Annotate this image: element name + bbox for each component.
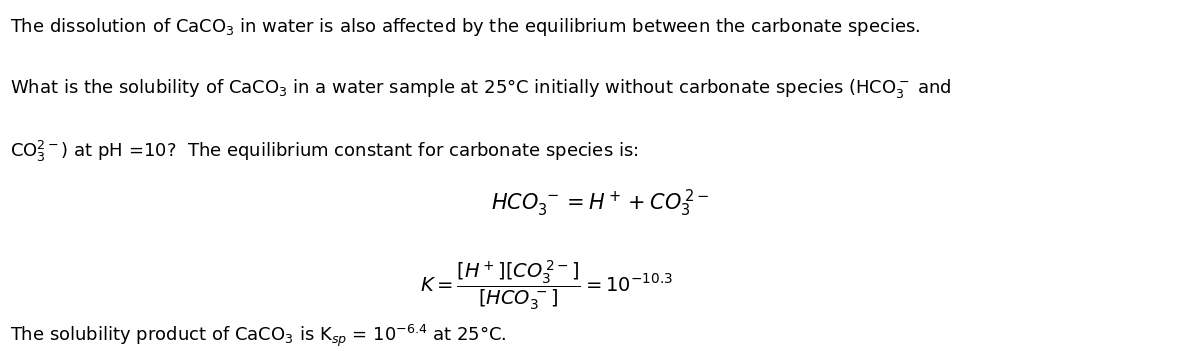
Text: The solubility product of CaCO$_3$ is K$_{sp}$ = 10$^{-6.4}$ at 25°C.: The solubility product of CaCO$_3$ is K$… [10,323,506,349]
Text: The dissolution of CaCO$_3$ in water is also affected by the equilibrium between: The dissolution of CaCO$_3$ in water is … [10,16,920,38]
Text: $HCO_3^{\ -} = H^+ + CO_3^{\,2-}$: $HCO_3^{\ -} = H^+ + CO_3^{\,2-}$ [491,188,709,219]
Text: What is the solubility of CaCO$_3$ in a water sample at 25°C initially without c: What is the solubility of CaCO$_3$ in a … [10,77,952,100]
Text: CO$_3^{2-}$) at pH =10?  The equilibrium constant for carbonate species is:: CO$_3^{2-}$) at pH =10? The equilibrium … [10,139,638,164]
Text: $K = \dfrac{[H^+][CO_3^{\,2-}]}{[HCO_3^{\,-}]} = 10^{-10.3}$: $K = \dfrac{[H^+][CO_3^{\,2-}]}{[HCO_3^{… [420,258,672,312]
